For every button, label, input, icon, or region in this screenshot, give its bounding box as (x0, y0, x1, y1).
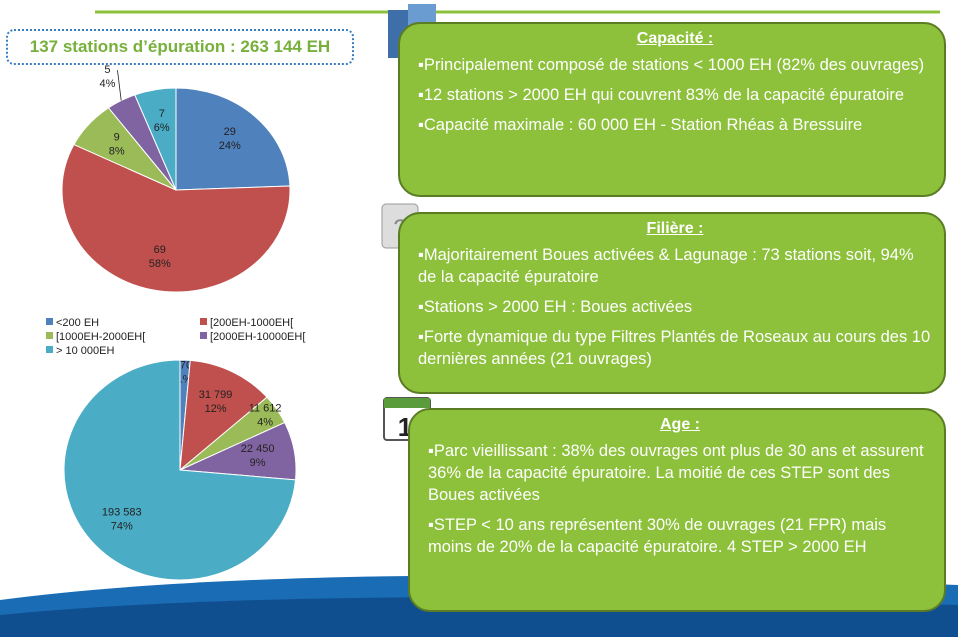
data-label: 31 799 (199, 389, 233, 401)
legend-swatch (46, 346, 53, 353)
legend-swatch (200, 318, 207, 325)
info-panel: Capacité : Principalement composé de stat… (398, 22, 946, 197)
leader-line (117, 70, 121, 100)
panel-bullet: Majoritairement Boues activées & Lagunag… (418, 244, 932, 288)
info-panel: Filière : Majoritairement Boues activées … (398, 212, 946, 394)
percent-label: 58% (149, 258, 171, 270)
data-label: 193 583 (102, 506, 142, 518)
percent-label: 4% (257, 417, 273, 429)
legend-label: [200EH-1000EH[ (210, 317, 293, 329)
panel-bullet: Principalement composé de stations < 100… (418, 54, 932, 76)
panel-title: Capacité : (418, 28, 932, 50)
summary-title: 137 stations d’épuration : 263 144 EH (6, 29, 354, 65)
percent-label: 9% (250, 457, 266, 469)
data-label: 9 (114, 131, 120, 143)
data-label: 22 450 (241, 443, 275, 455)
legend-swatch (46, 332, 53, 339)
data-label: 5 (104, 64, 110, 76)
legend-label: [1000EH-2000EH[ (56, 331, 145, 343)
data-label: 7 (159, 108, 165, 120)
slide: ? 1 2924%6958%98%54%76%3 7001%31 79912%1… (0, 0, 958, 637)
percent-label: 12% (205, 403, 227, 415)
data-label: 11 612 (249, 403, 282, 415)
panel-title: Filière : (418, 218, 932, 240)
percent-label: 24% (219, 140, 241, 152)
legend-label: > 10 000EH (56, 345, 114, 357)
legend-swatch (200, 332, 207, 339)
panel-bullet: 12 stations > 2000 EH qui couvrent 83% d… (418, 84, 932, 106)
panel-title: Age : (428, 414, 932, 436)
panel-bullet: Capacité maximale : 60 000 EH - Station … (418, 114, 932, 136)
percent-label: 74% (111, 520, 133, 532)
percent-label: 6% (154, 122, 170, 134)
info-panel: Age : Parc vieillissant : 38% des ouvrage… (408, 408, 946, 612)
panel-bullet: Parc vieillissant : 38% des ouvrages ont… (428, 440, 932, 506)
legend-label: <200 EH (56, 317, 99, 329)
legend-swatch (46, 318, 53, 325)
legend-label: [2000EH-10000EH[ (210, 331, 305, 343)
panel-bullet: STEP < 10 ans représentent 30% de ouvrag… (428, 514, 932, 558)
percent-label: 4% (100, 78, 116, 90)
percent-label: 8% (109, 145, 125, 157)
panel-bullet: Forte dynamique du type Filtres Plantés … (418, 326, 932, 370)
panel-bullet: Stations > 2000 EH : Boues activées (418, 296, 932, 318)
data-label: 29 (224, 126, 236, 138)
data-label: 69 (154, 244, 166, 256)
